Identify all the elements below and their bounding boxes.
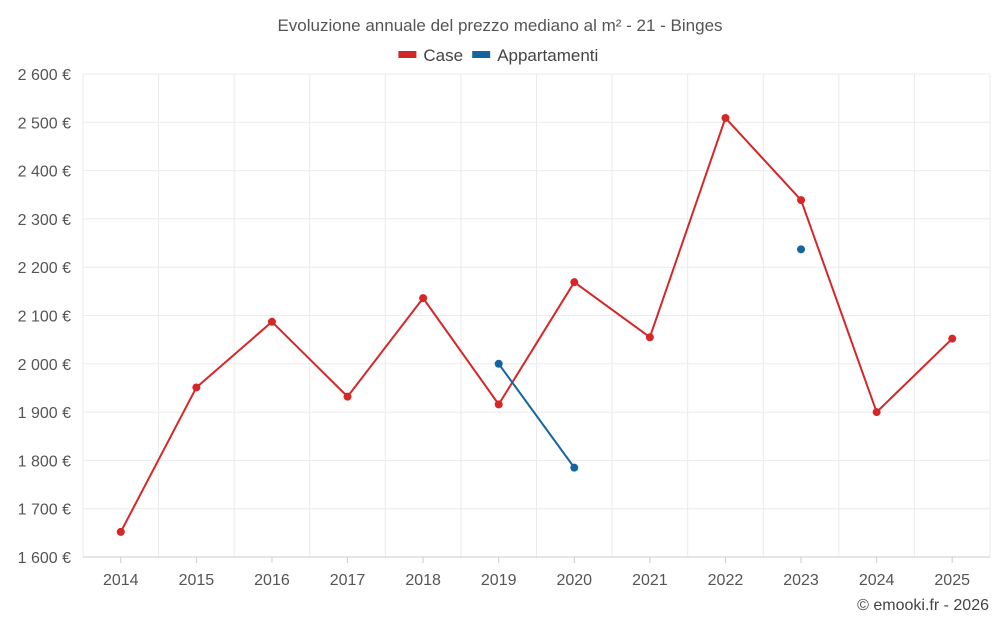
data-point-appartamenti[interactable]: [494, 359, 503, 368]
x-tick-label: 2014: [103, 572, 139, 589]
x-tick-label: 2022: [708, 572, 744, 589]
data-point-case[interactable]: [872, 408, 881, 417]
x-tick-label: 2025: [934, 572, 970, 589]
y-tick-label: 2 000 €: [18, 357, 71, 374]
legend-item-case[interactable]: Case: [398, 46, 463, 65]
x-tick-label: 2020: [556, 572, 592, 589]
x-tick-label: 2017: [330, 572, 366, 589]
data-point-case[interactable]: [645, 333, 654, 342]
series-line-appartamenti: [497, 363, 576, 469]
x-tick-label: 2015: [179, 572, 215, 589]
x-tick-label: 2021: [632, 572, 668, 589]
y-tick-label: 2 300 €: [18, 212, 71, 229]
y-tick-label: 1 800 €: [18, 453, 71, 470]
y-tick-label: 1 900 €: [18, 405, 71, 422]
data-point-case[interactable]: [116, 527, 125, 536]
legend: Case Appartamenti: [398, 46, 598, 65]
chart-title: Evoluzione annuale del prezzo mediano al…: [277, 16, 722, 35]
y-tick-label: 2 600 €: [18, 67, 71, 84]
data-point-appartamenti[interactable]: [797, 245, 806, 254]
y-tick-label: 2 400 €: [18, 164, 71, 181]
series-appartamenti: [494, 245, 806, 472]
x-tick-label: 2024: [859, 572, 895, 589]
series-layer: [116, 113, 957, 536]
legend-swatch: [472, 51, 491, 58]
x-tick-label: 2018: [405, 572, 441, 589]
legend-label: Appartamenti: [497, 46, 598, 65]
y-tick-label: 1 600 €: [18, 550, 71, 567]
y-tick-label: 2 100 €: [18, 309, 71, 326]
axes: 1 600 € 1 700 € 1 800 € 1 900 € 2 000 € 2 100…: [18, 67, 990, 589]
legend-item-appartamenti[interactable]: Appartamenti: [472, 46, 598, 65]
grid: [82, 73, 991, 558]
data-point-case[interactable]: [192, 383, 201, 392]
data-point-case[interactable]: [267, 317, 276, 326]
data-point-case[interactable]: [797, 196, 806, 205]
data-point-appartamenti[interactable]: [570, 463, 579, 472]
credit-text: © emooki.fr - 2026: [857, 597, 989, 614]
data-point-case[interactable]: [721, 113, 730, 122]
series-line-case: [119, 116, 953, 533]
legend-swatch: [398, 51, 417, 58]
y-tick-label: 2 500 €: [18, 115, 71, 132]
x-tick-label: 2016: [254, 572, 290, 589]
series-case: [116, 113, 957, 536]
y-tick-label: 2 200 €: [18, 260, 71, 277]
data-point-case[interactable]: [419, 294, 428, 303]
y-tick-label: 1 700 €: [18, 502, 71, 519]
data-point-case[interactable]: [570, 278, 579, 287]
data-point-case[interactable]: [343, 392, 352, 401]
data-point-case[interactable]: [494, 400, 503, 409]
legend-label: Case: [423, 46, 463, 65]
data-point-case[interactable]: [948, 334, 957, 343]
x-tick-label: 2019: [481, 572, 517, 589]
x-tick-label: 2023: [783, 572, 819, 589]
